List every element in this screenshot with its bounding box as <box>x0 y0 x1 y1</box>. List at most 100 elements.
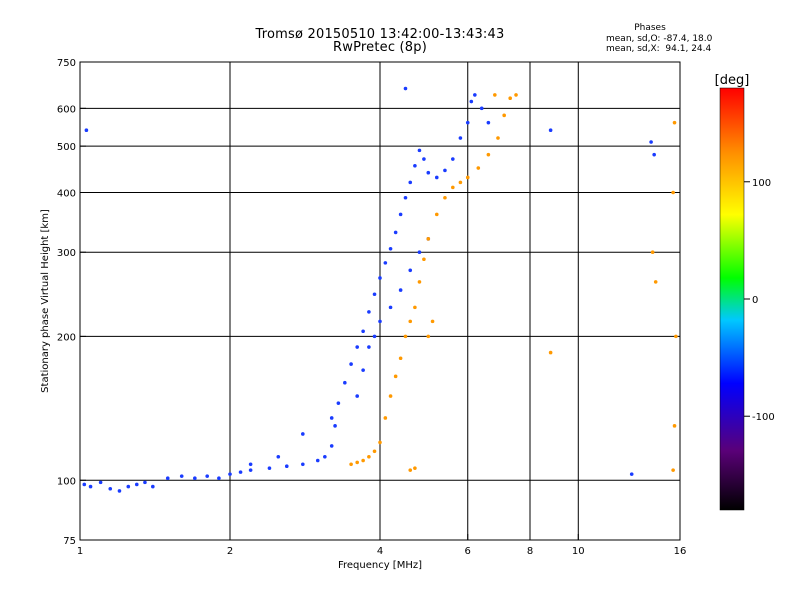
data-point-o <box>117 489 122 493</box>
data-point-o <box>372 334 377 339</box>
data-point-o <box>383 261 388 265</box>
y-tick-label: 300 <box>57 248 76 259</box>
data-point-o <box>108 486 113 491</box>
data-point-x <box>514 93 518 97</box>
data-point-o <box>355 345 359 349</box>
data-point-x <box>426 334 431 339</box>
data-point-o <box>629 472 634 476</box>
data-point-o <box>228 472 232 476</box>
data-point-o <box>84 128 89 132</box>
data-point-o <box>151 484 155 489</box>
x-tick-label: 6 <box>465 546 471 557</box>
data-point-x <box>413 466 417 470</box>
y-tick-label: 750 <box>57 58 76 69</box>
chart-subtitle: RwPretec (8p) <box>333 40 427 55</box>
colorbar-label: [deg] <box>715 73 750 88</box>
data-point-x <box>548 350 553 355</box>
data-point-x <box>671 190 675 195</box>
data-point-x <box>508 96 512 100</box>
data-point-o <box>473 93 477 97</box>
data-point-o <box>388 246 393 251</box>
colorbar-ticks: 100 0 -100 <box>744 178 775 423</box>
data-point-o <box>408 268 413 273</box>
data-point-o <box>398 212 403 217</box>
x-tick-label: 10 <box>572 546 585 557</box>
data-point-x <box>408 468 413 472</box>
data-point-o <box>248 468 253 472</box>
data-point-o <box>238 470 243 474</box>
data-point-x <box>408 319 413 324</box>
data-point-o <box>329 444 334 448</box>
data-point-o <box>486 120 491 125</box>
y-axis-ticks: 75 100 200 300 400 500 600 750 <box>57 58 86 547</box>
data-point-x <box>367 454 371 459</box>
data-point-x <box>349 462 353 467</box>
data-point-o <box>361 329 365 334</box>
data-point-x <box>355 460 359 465</box>
data-point-x <box>434 212 439 217</box>
data-point-x <box>443 195 447 200</box>
data-point-o <box>336 401 341 405</box>
data-point-o <box>284 464 289 469</box>
x-tick-label: 8 <box>527 546 533 557</box>
phase-stats-o: mean, sd,O: -87.4, 18.0 <box>606 34 713 44</box>
data-point-o <box>367 310 371 314</box>
data-point-o <box>134 482 139 487</box>
data-point-o <box>349 362 353 366</box>
data-point-x <box>650 250 655 255</box>
data-point-x <box>674 334 678 339</box>
data-point-o <box>315 458 320 463</box>
data-point-x <box>398 356 403 361</box>
data-point-o <box>329 416 334 420</box>
data-point-o <box>126 484 131 489</box>
data-point-x <box>403 334 408 339</box>
data-point-x <box>388 394 393 398</box>
data-point-x <box>672 120 677 125</box>
data-point-x <box>430 319 435 324</box>
data-point-o <box>443 168 447 173</box>
colorbar-tick-label: -100 <box>752 412 775 423</box>
colorbar-tick-label: 100 <box>752 178 771 189</box>
data-point-x <box>493 93 497 97</box>
data-point-x <box>383 416 388 420</box>
data-point-o <box>217 476 221 481</box>
data-point-o <box>333 424 337 428</box>
data-point-x <box>393 374 398 379</box>
data-point-o <box>82 482 87 487</box>
data-point-x <box>502 113 506 118</box>
data-points <box>82 86 678 493</box>
data-point-o <box>403 195 408 200</box>
data-point-o <box>403 86 408 91</box>
data-point-x <box>417 280 422 284</box>
data-point-o <box>372 292 377 297</box>
data-point-o <box>193 476 197 481</box>
data-point-o <box>367 345 371 349</box>
data-point-o <box>422 157 426 161</box>
data-point-x <box>465 175 470 180</box>
data-point-x <box>413 305 417 310</box>
data-point-o <box>165 476 170 481</box>
x-axis-ticks: 1 2 4 6 8 10 16 <box>77 534 687 557</box>
data-point-o <box>378 276 382 280</box>
data-point-x <box>451 185 455 190</box>
data-point-x <box>426 237 431 241</box>
data-point-o <box>267 466 272 470</box>
data-point-x <box>361 458 365 463</box>
x-tick-label: 4 <box>377 546 383 557</box>
chart-title: Tromsø 20150510 13:42:00-13:43:43 <box>255 27 505 42</box>
data-point-o <box>248 462 253 467</box>
data-point-o <box>355 394 359 398</box>
y-tick-label: 500 <box>57 142 76 153</box>
data-point-o <box>323 454 327 459</box>
data-point-o <box>417 148 422 153</box>
x-tick-label: 2 <box>227 546 233 557</box>
data-point-o <box>143 480 147 485</box>
data-point-o <box>408 180 413 185</box>
phase-stats-x: mean, sd,X: 94.1, 24.4 <box>606 44 712 54</box>
data-point-o <box>413 163 417 168</box>
x-tick-label: 16 <box>674 546 687 557</box>
y-tick-label: 600 <box>57 104 76 115</box>
data-point-x <box>422 257 426 262</box>
data-point-o <box>465 120 470 125</box>
